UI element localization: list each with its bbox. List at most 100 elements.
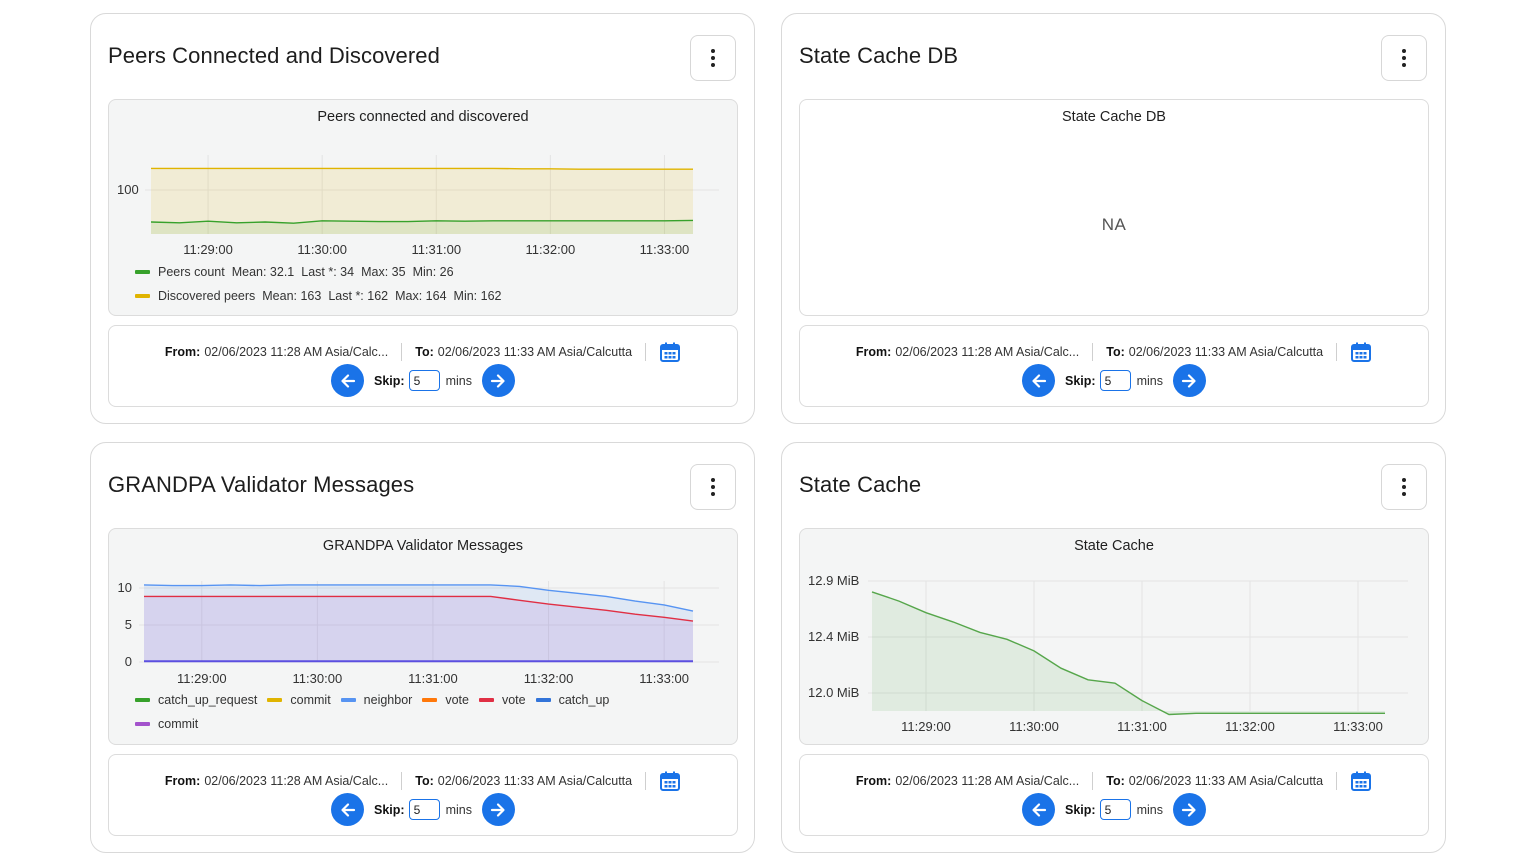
to-label: To: — [1106, 774, 1125, 788]
chart-peers: Peers connected and discovered 11:29:00 1… — [108, 99, 738, 316]
legend-item[interactable]: commit — [135, 717, 198, 731]
legend-item[interactable]: vote — [478, 693, 526, 707]
y-tick-label: 10 — [118, 580, 132, 595]
to-label: To: — [415, 774, 434, 788]
card-title: State Cache — [799, 472, 922, 497]
from-label: From: — [855, 345, 892, 359]
divider — [1092, 343, 1094, 361]
legend-item[interactable]: catch_up — [535, 693, 609, 707]
mins-label: mins — [1136, 373, 1163, 388]
next-button[interactable] — [481, 364, 515, 397]
card-state-cache: State Cache State Cache 11:29:00 11:30:00… — [781, 442, 1446, 853]
series-line-vote — [144, 595, 694, 622]
chart-title: State Cache — [1074, 538, 1154, 554]
mins-label: mins — [445, 802, 472, 817]
skip-row: Skip: mins — [109, 793, 737, 826]
previous-button[interactable] — [331, 364, 365, 397]
arrow-left-icon — [340, 373, 355, 388]
more-options-button[interactable] — [1381, 464, 1427, 510]
legend-item[interactable]: commit — [267, 693, 331, 707]
x-tick-label: 11:32:00 — [524, 671, 574, 686]
card-state-cache-db: State Cache DB State Cache DB NA From: 0… — [781, 13, 1446, 424]
x-tick-label: 11:31:00 — [408, 671, 458, 686]
skip-input[interactable] — [1099, 799, 1131, 820]
series-line-Discovered peers — [151, 167, 693, 170]
skip-input[interactable] — [408, 370, 440, 391]
y-tick-label: 100 — [117, 182, 139, 197]
chart-state-cache-db: State Cache DB NA — [799, 99, 1429, 316]
previous-button[interactable] — [1022, 364, 1056, 397]
chart-title: GRANDPA Validator Messages — [322, 538, 524, 554]
skip-input[interactable] — [1099, 370, 1131, 391]
to-value[interactable]: 02/06/2023 11:33 AM Asia/Calcutta — [437, 345, 633, 359]
calendar-icon[interactable] — [659, 341, 681, 363]
arrow-right-icon — [491, 373, 506, 388]
divider — [1336, 343, 1338, 361]
legend-swatch — [135, 698, 150, 702]
legend-item[interactable]: vote — [422, 693, 469, 707]
x-tick-label: 11:30:00 — [1009, 719, 1059, 734]
card-title: State Cache DB — [799, 43, 959, 68]
chart-title: State Cache DB — [1062, 109, 1166, 125]
x-tick-label: 11:31:00 — [411, 242, 461, 257]
next-button[interactable] — [1172, 364, 1206, 397]
from-value[interactable]: 02/06/2023 11:28 AM Asia/Calc... — [204, 774, 389, 788]
chart-title: Peers connected and discovered — [317, 109, 529, 125]
legend-item[interactable]: Peers count Mean: 32.1 Last *: 34 Max: 35 M… — [135, 265, 454, 279]
y-tick-label: 0 — [125, 654, 132, 669]
y-tick-label: 12.9 MiB — [808, 573, 859, 588]
calendar-icon[interactable] — [659, 770, 681, 792]
more-options-button[interactable] — [1381, 35, 1427, 81]
more-options-button[interactable] — [690, 464, 736, 510]
calendar-icon[interactable] — [1350, 341, 1372, 363]
previous-button[interactable] — [1022, 793, 1056, 826]
x-tick-label: 11:33:00 — [640, 242, 690, 257]
arrow-right-icon — [1182, 802, 1197, 817]
to-label: To: — [415, 345, 434, 359]
skip-input[interactable] — [408, 799, 440, 820]
more-options-button[interactable] — [690, 35, 736, 81]
x-tick-label: 11:29:00 — [183, 242, 233, 257]
y-tick-label: 12.0 MiB — [808, 685, 859, 700]
divider — [401, 772, 403, 790]
divider — [1092, 772, 1094, 790]
skip-label: Skip: — [374, 373, 405, 388]
time-range-panel: From: 02/06/2023 11:28 AM Asia/Calc... T… — [108, 754, 738, 836]
more-vert-icon — [1402, 49, 1406, 53]
legend-item[interactable]: catch_up_request — [135, 693, 257, 707]
legend-item[interactable]: neighbor — [340, 693, 412, 707]
chart-legend: catch_up_request commit neighbor vote vote ca… — [135, 691, 619, 707]
legend-swatch — [135, 294, 150, 298]
y-tick-label: 5 — [125, 617, 132, 632]
next-button[interactable] — [1172, 793, 1206, 826]
arrow-left-icon — [340, 802, 355, 817]
to-value[interactable]: 02/06/2023 11:33 AM Asia/Calcutta — [437, 774, 633, 788]
from-label: From: — [164, 345, 201, 359]
mins-label: mins — [1136, 802, 1163, 817]
calendar-icon[interactable] — [1350, 770, 1372, 792]
time-range-panel: From: 02/06/2023 11:28 AM Asia/Calc... T… — [799, 754, 1429, 836]
legend-item[interactable]: Discovered peers Mean: 163 Last *: 162 Max… — [135, 289, 501, 303]
x-tick-label: 11:29:00 — [901, 719, 951, 734]
time-range-row: From: 02/06/2023 11:28 AM Asia/Calc... T… — [800, 341, 1428, 363]
legend-swatch — [340, 698, 356, 702]
time-range-panel: From: 02/06/2023 11:28 AM Asia/Calc... T… — [108, 325, 738, 407]
to-value[interactable]: 02/06/2023 11:33 AM Asia/Calcutta — [1128, 774, 1324, 788]
card-peers: Peers Connected and Discovered Peers con… — [90, 13, 755, 424]
from-value[interactable]: 02/06/2023 11:28 AM Asia/Calc... — [895, 774, 1080, 788]
previous-button[interactable] — [331, 793, 365, 826]
time-range-row: From: 02/06/2023 11:28 AM Asia/Calc... T… — [109, 341, 737, 363]
to-value[interactable]: 02/06/2023 11:33 AM Asia/Calcutta — [1128, 345, 1324, 359]
legend-swatch — [422, 698, 438, 702]
x-tick-label: 11:32:00 — [1225, 719, 1275, 734]
x-tick-label: 11:30:00 — [297, 242, 347, 257]
x-tick-label: 11:30:00 — [293, 671, 343, 686]
time-range-row: From: 02/06/2023 11:28 AM Asia/Calc... T… — [109, 770, 737, 792]
from-value[interactable]: 02/06/2023 11:28 AM Asia/Calc... — [204, 345, 389, 359]
next-button[interactable] — [481, 793, 515, 826]
legend-stats: Mean: 163 Last *: 162 Max: 164 Min: 162 — [262, 289, 502, 303]
from-label: From: — [855, 774, 892, 788]
card-grandpa: GRANDPA Validator Messages GRANDPA Valid… — [90, 442, 755, 853]
from-value[interactable]: 02/06/2023 11:28 AM Asia/Calc... — [895, 345, 1080, 359]
chart-svg: 11:29:00 11:30:00 11:31:00 11:32:00 11:33:00… — [118, 580, 719, 686]
